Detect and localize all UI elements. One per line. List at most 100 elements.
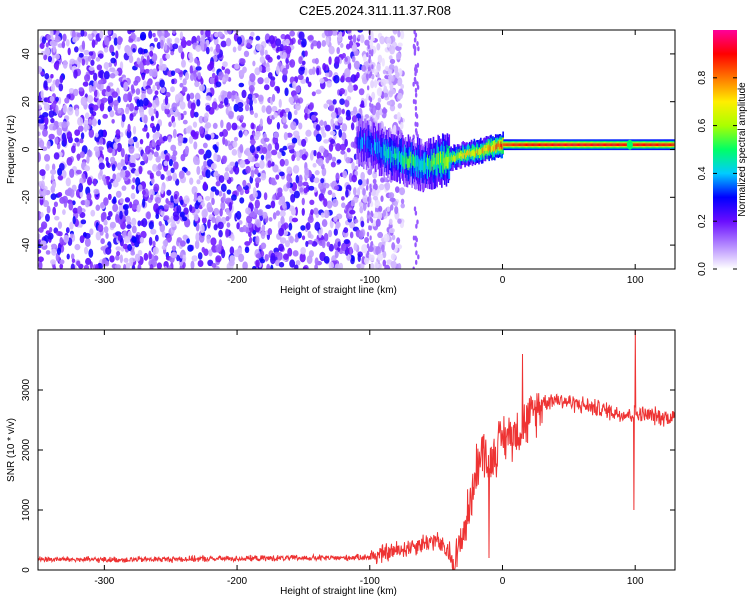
noise-blob: [50, 117, 55, 124]
ridge-segment: [568, 143, 570, 147]
noise-blob: [341, 108, 345, 115]
noise-streak: [412, 81, 415, 87]
noise-blob: [257, 208, 264, 216]
noise-blob: [115, 246, 122, 251]
noise-blob: [323, 139, 330, 144]
ridge-segment: [488, 141, 491, 152]
ridge-segment: [509, 143, 512, 147]
ridge-segment: [486, 144, 489, 151]
noise-blob: [53, 152, 60, 160]
noise-blob: [259, 159, 265, 169]
noise-blob: [242, 179, 247, 187]
noise-blob: [289, 259, 296, 268]
noise-blob: [148, 189, 155, 198]
noise-blob: [71, 258, 76, 263]
noise-blob: [196, 165, 201, 175]
noise-blob: [293, 190, 300, 199]
noise-blob: [386, 206, 391, 212]
ridge-segment: [483, 145, 486, 152]
ridge-segment: [429, 160, 432, 173]
ridge-segment: [386, 146, 388, 159]
noise-blob: [272, 212, 277, 220]
noise-streak: [370, 218, 374, 224]
noise-blob: [130, 84, 135, 92]
noise-blob: [197, 72, 202, 80]
noise-blob: [196, 35, 201, 42]
ridge-segment: [406, 156, 409, 168]
noise-blob: [247, 221, 253, 228]
noise-blob: [149, 264, 154, 269]
y-tick-label: 1000: [21, 498, 32, 521]
noise-blob: [322, 63, 327, 71]
noise-blob: [40, 212, 44, 218]
noise-blob: [239, 197, 245, 204]
noise-blob: [210, 162, 217, 170]
x-tick-label: -300: [94, 576, 114, 587]
ridge-segment: [378, 141, 381, 153]
ridge-segment: [527, 143, 530, 147]
noise-blob: [242, 225, 247, 232]
noise-blob: [342, 170, 348, 179]
ridge-segment: [577, 143, 580, 147]
noise-blob: [140, 160, 146, 166]
ridge-segment: [654, 143, 657, 147]
ridge-segment: [366, 136, 369, 148]
ridge-segment: [600, 143, 603, 147]
noise-blob: [247, 152, 253, 162]
noise-blob: [170, 252, 177, 258]
noise-blob: [144, 68, 150, 74]
noise-streak: [369, 97, 373, 103]
noise-blob: [131, 184, 135, 190]
noise-blob: [172, 150, 178, 157]
noise-blob: [120, 158, 125, 167]
noise-blob: [197, 195, 203, 203]
noise-blob: [325, 156, 330, 164]
noise-blob: [61, 40, 66, 49]
noise-blob: [174, 37, 180, 44]
ridge-segment: [490, 146, 492, 152]
noise-blob: [148, 250, 152, 260]
noise-blob: [138, 165, 143, 175]
noise-blob: [69, 168, 75, 178]
noise-streak: [369, 225, 372, 231]
ridge-segment: [601, 143, 604, 147]
noise-blob: [141, 217, 148, 228]
ridge-segment: [671, 143, 674, 147]
noise-blob: [57, 192, 63, 198]
ridge-segment: [569, 143, 571, 147]
figure-title: C2E5.2024.311.11.37.R08: [299, 3, 451, 18]
noise-blob: [139, 138, 144, 145]
noise-blob: [295, 85, 301, 94]
noise-blob: [314, 221, 321, 231]
noise-blob: [290, 121, 297, 131]
noise-blob: [161, 231, 166, 238]
noise-blob: [83, 232, 87, 238]
noise-streak: [415, 259, 418, 265]
ridge-segment: [404, 151, 407, 164]
noise-blob: [85, 257, 92, 266]
noise-blob: [364, 236, 370, 244]
ridge-segment: [403, 157, 406, 170]
noise-blob: [278, 171, 285, 177]
noise-blob: [272, 164, 279, 173]
noise-blob: [286, 166, 293, 175]
noise-blob: [143, 114, 148, 124]
noise-blob: [391, 242, 396, 251]
noise-blob: [142, 127, 148, 132]
noise-blob: [214, 189, 220, 196]
noise-blob: [97, 129, 105, 138]
noise-blob: [334, 56, 340, 65]
noise-blob: [265, 54, 271, 61]
x-tick-label: 0: [500, 275, 506, 286]
noise-blob: [56, 127, 63, 136]
ridge-segment: [464, 149, 466, 156]
noise-blob: [345, 43, 351, 50]
ridge-segment: [638, 143, 641, 147]
noise-blob: [156, 63, 160, 72]
noise-blob: [343, 227, 349, 234]
noise-blob: [344, 68, 351, 78]
noise-blob: [291, 137, 298, 144]
noise-blob: [250, 122, 255, 130]
noise-blob: [131, 236, 137, 243]
noise-blob: [117, 233, 121, 242]
